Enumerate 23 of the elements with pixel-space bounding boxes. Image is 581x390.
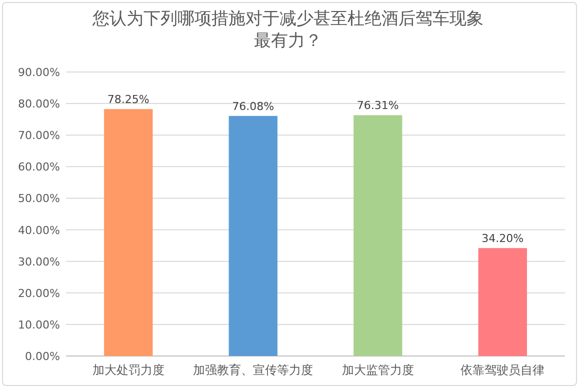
bar [104,109,153,356]
y-tick-label: 70.00% [18,129,60,142]
y-tick-label: 60.00% [18,160,60,174]
bar [478,248,527,356]
y-tick-label: 50.00% [18,192,60,206]
y-tick-label: 0.00% [25,350,60,363]
x-tick-label: 加大监管力度 [342,363,414,377]
x-tick-label: 依靠驾驶员自律 [460,363,545,377]
data-label: 34.20% [482,232,524,246]
x-tick-label: 加大处罚力度 [92,363,164,377]
y-tick-label: 20.00% [18,286,60,300]
bar [228,116,278,356]
data-label: 78.25% [107,93,150,106]
chart-title: 您认为下列哪项措施对于减少甚至杜绝酒后驾车现象最有力？ [92,8,484,52]
data-label: 76.31% [356,99,399,112]
bar [354,115,402,356]
y-tick-label: 80.00% [18,98,60,111]
y-tick-label: 30.00% [18,255,60,268]
data-label: 76.08% [232,100,274,113]
y-tick-label: 90.00% [18,66,60,79]
y-tick-label: 40.00% [18,224,60,237]
y-tick-label: 10.00% [18,318,60,332]
x-tick-label: 加强教育、宣传等力度 [193,363,314,377]
